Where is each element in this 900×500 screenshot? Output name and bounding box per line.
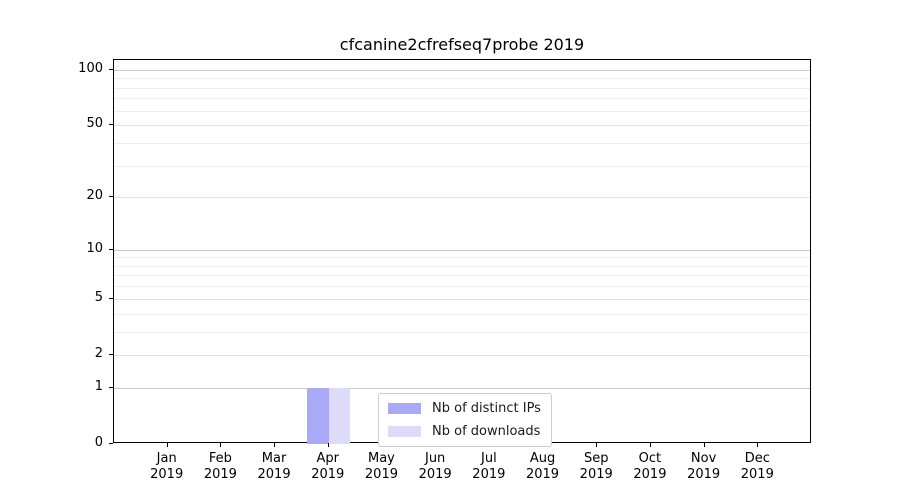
x-tick-label: Apr 2019 (311, 451, 345, 482)
x-tick-label: Feb 2019 (203, 451, 237, 482)
gridline-mid (114, 298, 810, 300)
y-tick-mark (109, 68, 113, 70)
x-tick-label: Aug 2019 (525, 451, 560, 482)
legend-item-distinct-ips: Nb of distinct IPs (388, 401, 541, 416)
gridline-minor (114, 275, 810, 277)
bar-distinct-ips (307, 387, 329, 444)
x-tick-label: Jun 2019 (418, 451, 452, 482)
y-tick-mark (109, 353, 113, 355)
gridline-minor (114, 98, 810, 100)
gridline-major (114, 249, 810, 251)
y-tick-mark (109, 386, 113, 388)
x-tick-label: Jul 2019 (472, 451, 506, 482)
gridline-mid (114, 354, 810, 356)
y-tick-mark (109, 124, 113, 126)
legend-item-downloads: Nb of downloads (388, 424, 541, 439)
legend: Nb of distinct IPs Nb of downloads (378, 393, 552, 447)
y-tick-label: 2 (94, 345, 103, 361)
x-tick-mark (757, 443, 759, 447)
gridline-mid (114, 197, 810, 199)
gridline-minor (114, 87, 810, 89)
gridline-minor (114, 286, 810, 288)
x-tick-label: May 2019 (364, 451, 398, 482)
x-tick-mark (596, 443, 598, 447)
y-tick-mark (109, 443, 113, 444)
gridline-minor (114, 78, 810, 80)
x-tick-label: Mar 2019 (257, 451, 291, 482)
gridline-minor (114, 265, 810, 267)
x-tick-mark (274, 443, 276, 447)
y-tick-label: 1 (94, 378, 103, 394)
y-tick-label: 50 (86, 116, 103, 132)
y-tick-label: 20 (86, 188, 103, 204)
gridline-major (114, 69, 810, 71)
y-tick-mark (109, 297, 113, 299)
y-tick-label: 5 (94, 289, 103, 305)
gridline-major (114, 387, 810, 389)
y-tick-label: 10 (86, 240, 103, 256)
gridline-minor (114, 257, 810, 259)
x-tick-label: Nov 2019 (687, 451, 721, 482)
legend-swatch-downloads (388, 426, 421, 437)
x-tick-mark (166, 443, 168, 447)
x-tick-mark (703, 443, 705, 447)
x-tick-label: Jan 2019 (150, 451, 184, 482)
x-tick-mark (327, 443, 329, 447)
y-tick-mark (109, 248, 113, 250)
x-tick-label: Oct 2019 (633, 451, 667, 482)
legend-label-distinct-ips: Nb of distinct IPs (432, 401, 541, 416)
x-tick-mark (220, 443, 222, 447)
legend-swatch-distinct-ips (388, 403, 421, 414)
chart-title: cfcanine2cfrefseq7probe 2019 (339, 35, 585, 54)
gridline-minor (114, 110, 810, 112)
gridline-minor (114, 142, 810, 144)
y-tick-label: 0 (94, 435, 103, 450)
y-tick-mark (109, 196, 113, 198)
x-tick-label: Dec 2019 (740, 451, 774, 482)
x-tick-label: Sep 2019 (579, 451, 613, 482)
gridline-mid (114, 125, 810, 127)
bar-downloads (328, 387, 351, 444)
gridline-minor (114, 165, 810, 167)
x-tick-mark (649, 443, 651, 447)
y-tick-label: 100 (78, 60, 103, 76)
legend-label-downloads: Nb of downloads (432, 424, 541, 439)
gridline-minor (114, 313, 810, 315)
plot-area: Nb of distinct IPs Nb of downloads (113, 59, 811, 447)
gridline-minor (114, 331, 810, 333)
